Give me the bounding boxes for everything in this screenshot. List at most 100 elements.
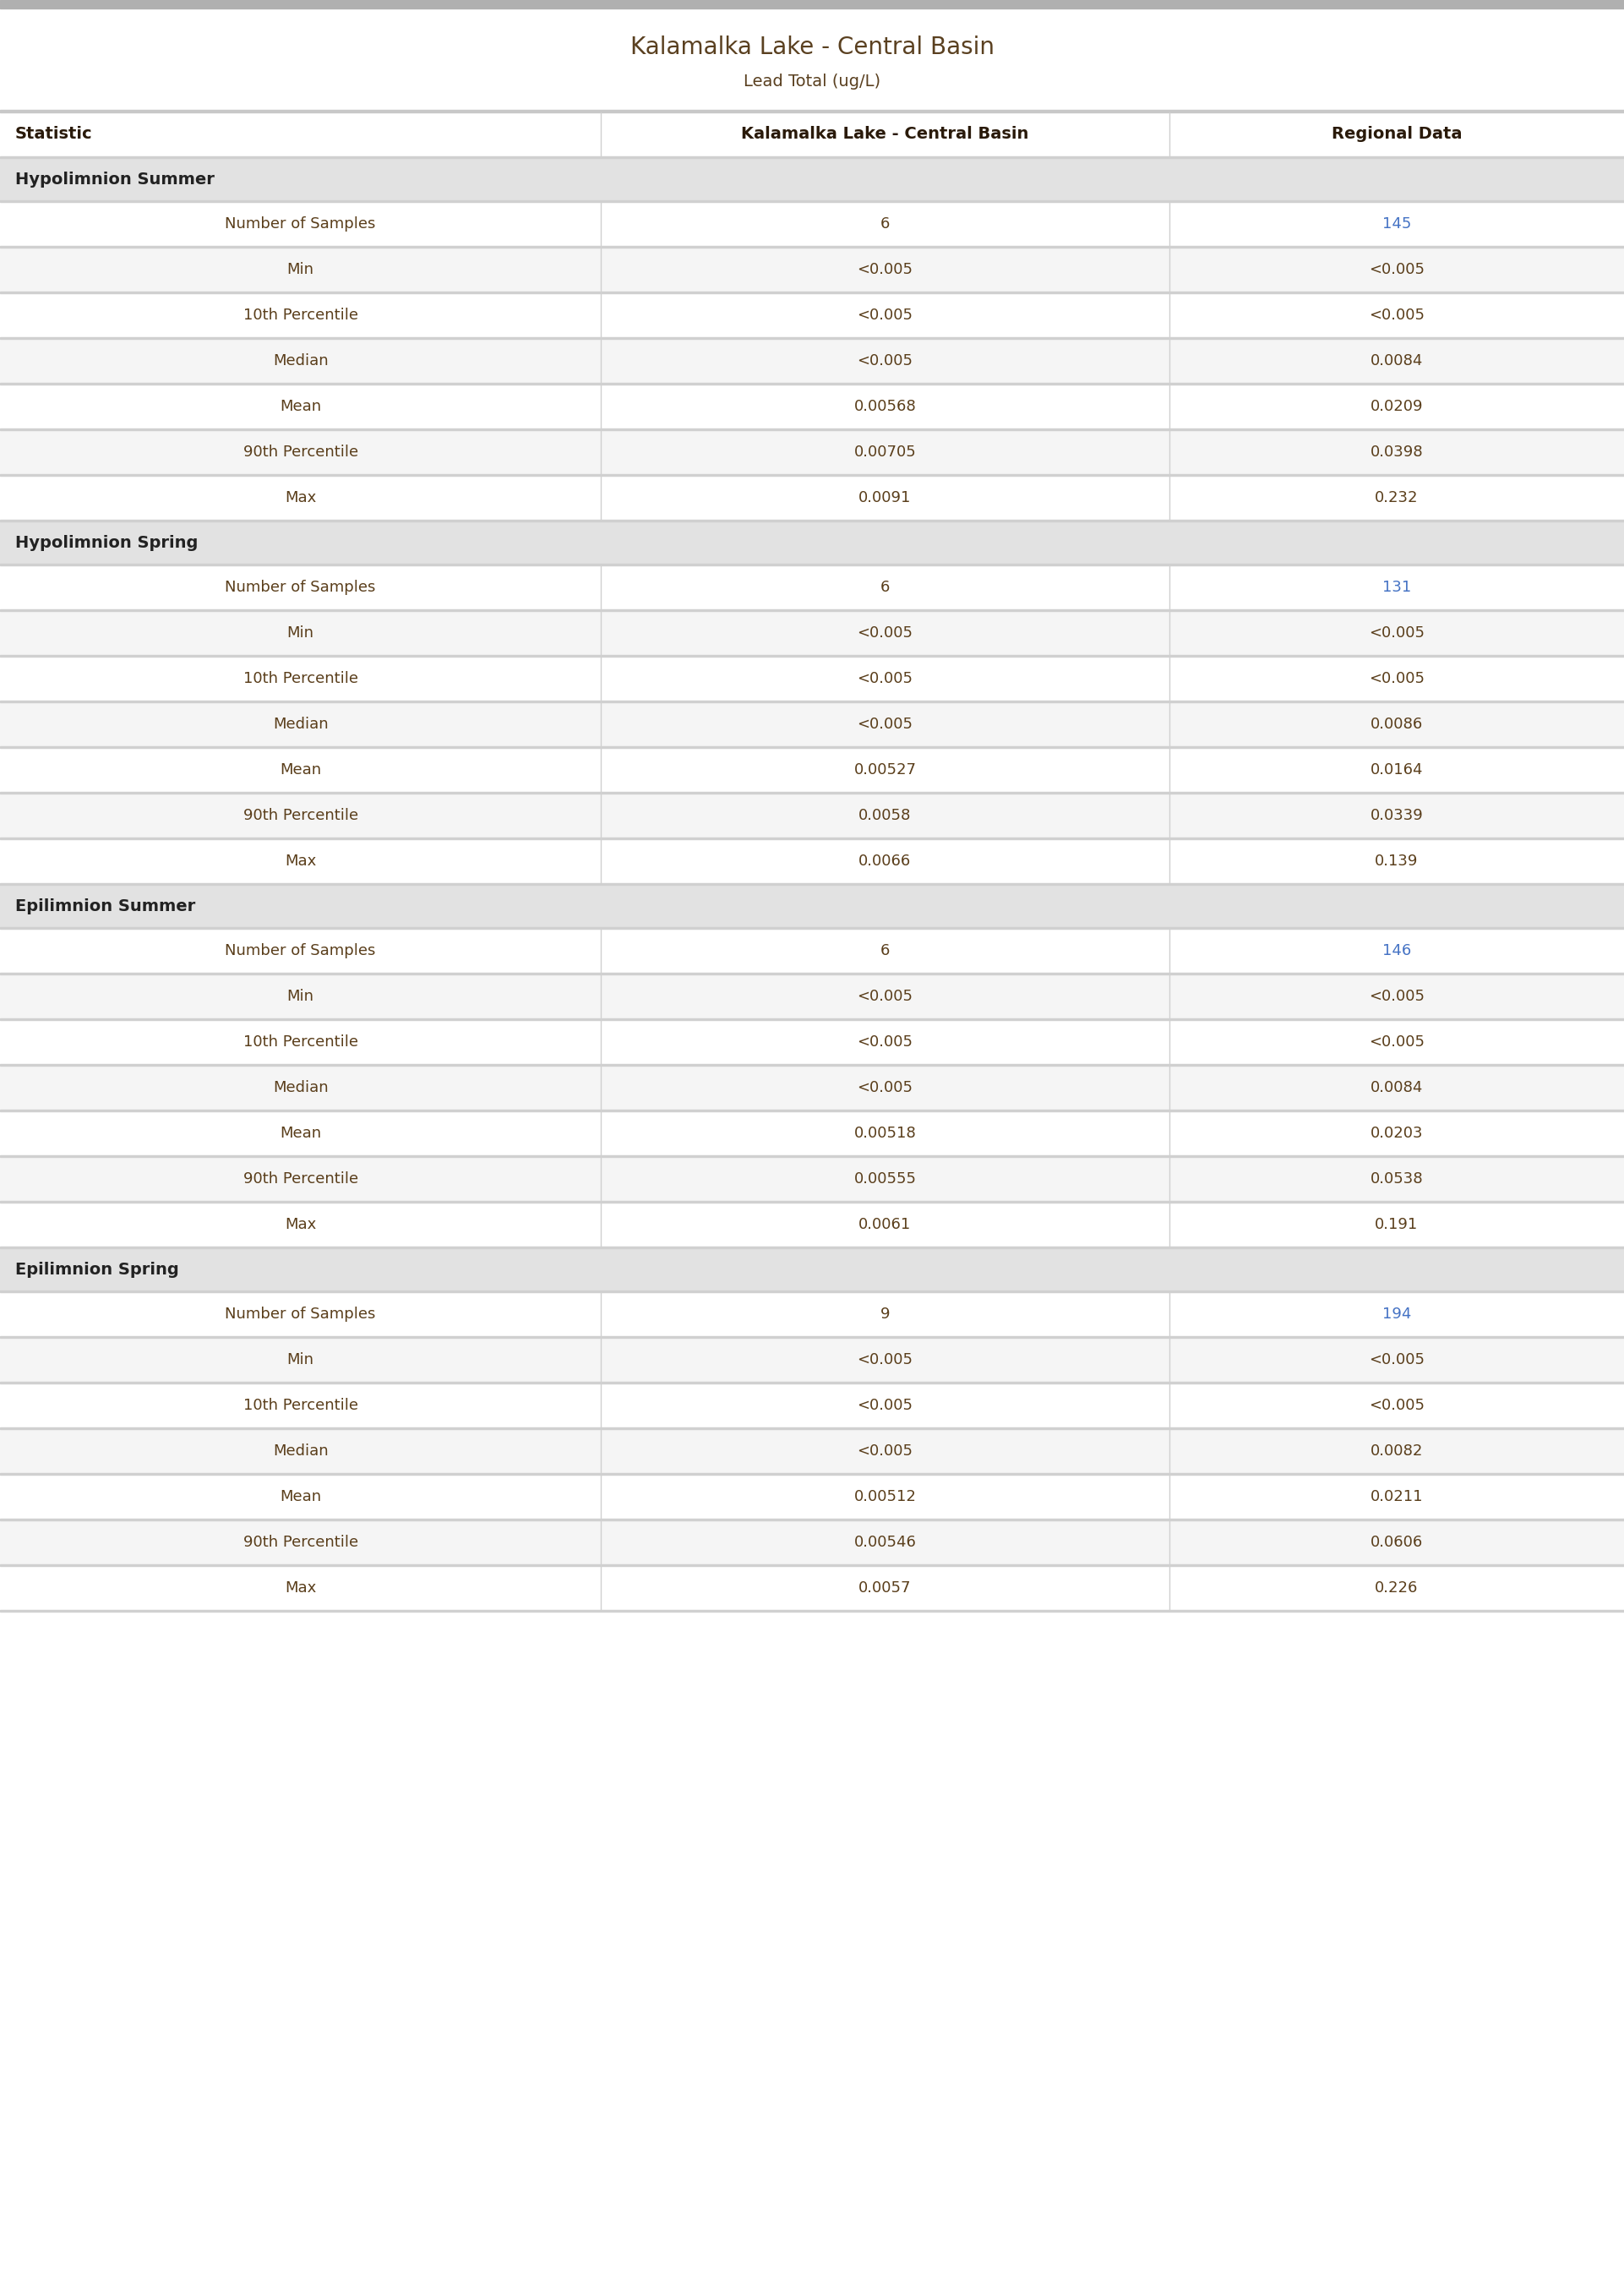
Text: Hypolimnion Summer: Hypolimnion Summer: [15, 170, 214, 186]
Text: Number of Samples: Number of Samples: [226, 579, 375, 595]
Bar: [0, 974, 1624, 1019]
Text: <0.005: <0.005: [857, 1444, 913, 1460]
Text: 0.0606: 0.0606: [1371, 1535, 1423, 1550]
Text: 6: 6: [880, 579, 890, 595]
Bar: [0, 1476, 1624, 1519]
Text: Min: Min: [287, 627, 313, 640]
Text: 0.0209: 0.0209: [1371, 400, 1423, 413]
Text: <0.005: <0.005: [857, 1353, 913, 1367]
Text: <0.005: <0.005: [1369, 1035, 1424, 1049]
Text: Number of Samples: Number of Samples: [226, 216, 375, 232]
Bar: [0, 840, 1624, 883]
Text: 0.00568: 0.00568: [854, 400, 916, 413]
Text: Median: Median: [273, 717, 328, 731]
Bar: [0, 1337, 1624, 1382]
Text: Max: Max: [284, 1580, 317, 1596]
Text: 90th Percentile: 90th Percentile: [244, 1535, 357, 1550]
Text: Mean: Mean: [279, 1489, 322, 1505]
Bar: [0, 247, 1624, 291]
Text: 0.0398: 0.0398: [1371, 445, 1423, 461]
Text: Regional Data: Regional Data: [1332, 127, 1462, 143]
Text: Epilimnion Summer: Epilimnion Summer: [15, 899, 195, 915]
Text: 0.0084: 0.0084: [1371, 354, 1423, 368]
Text: Max: Max: [284, 490, 317, 506]
Text: 0.0084: 0.0084: [1371, 1081, 1423, 1096]
Bar: [0, 747, 1624, 792]
Text: 0.139: 0.139: [1376, 854, 1418, 869]
Text: Lead Total (ug/L): Lead Total (ug/L): [744, 73, 880, 89]
Bar: [0, 1566, 1624, 1609]
Bar: [0, 1430, 1624, 1473]
Text: Mean: Mean: [279, 400, 322, 413]
Text: Mean: Mean: [279, 763, 322, 779]
Text: 0.0058: 0.0058: [859, 808, 911, 824]
Bar: [0, 0, 1624, 9]
Text: 0.0057: 0.0057: [859, 1580, 911, 1596]
Bar: [0, 1203, 1624, 1246]
Text: <0.005: <0.005: [1369, 1353, 1424, 1367]
Bar: [0, 701, 1624, 747]
Text: 6: 6: [880, 216, 890, 232]
Text: Kalamalka Lake - Central Basin: Kalamalka Lake - Central Basin: [630, 34, 994, 59]
Text: <0.005: <0.005: [857, 672, 913, 686]
Text: 0.226: 0.226: [1376, 1580, 1418, 1596]
Bar: [0, 431, 1624, 474]
Text: 0.0086: 0.0086: [1371, 717, 1423, 731]
Bar: [0, 114, 1624, 157]
Text: 10th Percentile: 10th Percentile: [244, 672, 357, 686]
Bar: [0, 109, 1624, 114]
Text: 90th Percentile: 90th Percentile: [244, 808, 357, 824]
Text: Median: Median: [273, 354, 328, 368]
Text: Max: Max: [284, 854, 317, 869]
Bar: [0, 159, 1624, 200]
Text: 0.00705: 0.00705: [854, 445, 916, 461]
Text: <0.005: <0.005: [857, 354, 913, 368]
Text: 0.0066: 0.0066: [859, 854, 911, 869]
Text: 90th Percentile: 90th Percentile: [244, 445, 357, 461]
Text: 10th Percentile: 10th Percentile: [244, 1398, 357, 1412]
Bar: [0, 885, 1624, 926]
Text: 0.00546: 0.00546: [854, 1535, 916, 1550]
Bar: [0, 1292, 1624, 1337]
Text: 10th Percentile: 10th Percentile: [244, 309, 357, 322]
Text: Number of Samples: Number of Samples: [226, 942, 375, 958]
Bar: [0, 202, 1624, 245]
Text: <0.005: <0.005: [1369, 309, 1424, 322]
Text: Number of Samples: Number of Samples: [226, 1308, 375, 1321]
Bar: [0, 384, 1624, 429]
Text: 145: 145: [1382, 216, 1411, 232]
Bar: [0, 1382, 1624, 1428]
Text: 10th Percentile: 10th Percentile: [244, 1035, 357, 1049]
Text: <0.005: <0.005: [857, 261, 913, 277]
Text: <0.005: <0.005: [857, 1081, 913, 1096]
Bar: [0, 338, 1624, 384]
Text: 0.0339: 0.0339: [1371, 808, 1423, 824]
Text: <0.005: <0.005: [857, 990, 913, 1003]
Text: 9: 9: [880, 1308, 890, 1321]
Bar: [0, 611, 1624, 656]
Bar: [0, 1019, 1624, 1065]
Bar: [0, 293, 1624, 338]
Text: <0.005: <0.005: [1369, 627, 1424, 640]
Text: 146: 146: [1382, 942, 1411, 958]
Text: <0.005: <0.005: [857, 309, 913, 322]
Text: <0.005: <0.005: [1369, 1398, 1424, 1412]
Text: Min: Min: [287, 990, 313, 1003]
Text: Min: Min: [287, 1353, 313, 1367]
Text: 0.0203: 0.0203: [1371, 1126, 1423, 1142]
Text: Epilimnion Spring: Epilimnion Spring: [15, 1262, 179, 1278]
Bar: [0, 928, 1624, 974]
Text: 0.0538: 0.0538: [1371, 1171, 1423, 1187]
Text: Min: Min: [287, 261, 313, 277]
Bar: [0, 1521, 1624, 1564]
Text: <0.005: <0.005: [857, 717, 913, 731]
Text: 0.232: 0.232: [1376, 490, 1418, 506]
Bar: [0, 656, 1624, 701]
Text: 0.00518: 0.00518: [854, 1126, 916, 1142]
Bar: [0, 1158, 1624, 1201]
Bar: [0, 477, 1624, 520]
Text: Statistic: Statistic: [15, 127, 93, 143]
Text: 6: 6: [880, 942, 890, 958]
Text: Median: Median: [273, 1081, 328, 1096]
Bar: [0, 794, 1624, 838]
